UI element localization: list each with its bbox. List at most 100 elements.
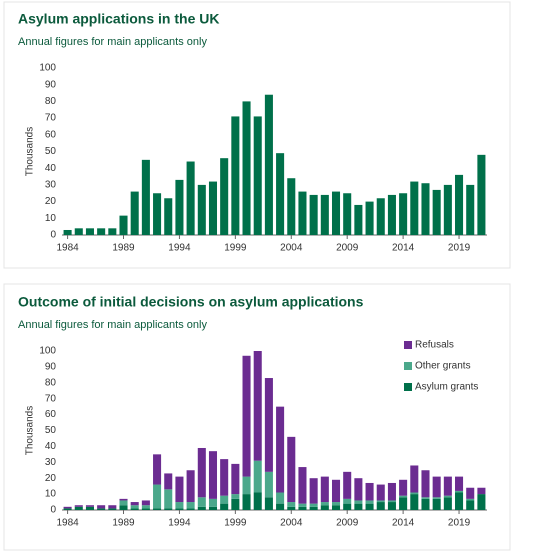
bar-segment <box>376 484 385 501</box>
bar-segment <box>119 500 128 506</box>
bar-segment <box>466 500 475 510</box>
y-tick-label: 40 <box>45 441 57 452</box>
x-tick-label: 1989 <box>112 518 135 529</box>
bar <box>387 194 396 235</box>
bar-segment <box>354 478 363 501</box>
y-tick-label: 10 <box>45 489 57 500</box>
bar-segment <box>264 378 273 472</box>
y-tick-label: 90 <box>45 362 57 373</box>
bar-segment <box>443 497 452 510</box>
bar-segment <box>242 476 251 495</box>
bar-segment <box>354 503 363 510</box>
bar <box>432 189 441 235</box>
bar-segment <box>365 500 374 504</box>
bar-segment <box>287 502 296 507</box>
bar-segment <box>365 482 374 501</box>
bar-segment <box>455 490 464 493</box>
bar-segment <box>432 498 441 510</box>
bar <box>455 174 464 235</box>
bar-segment <box>443 476 452 496</box>
bar-segment <box>298 506 307 510</box>
bar-segment <box>320 505 329 510</box>
bar-segment <box>421 470 430 498</box>
bar-segment <box>208 506 218 510</box>
bar-segment <box>343 503 352 510</box>
y-tick-label: 50 <box>45 146 57 157</box>
y-tick-label: 80 <box>45 96 57 107</box>
bar-segment <box>387 502 396 510</box>
bar-segment <box>253 351 262 461</box>
bar-segment <box>153 484 162 509</box>
bar-segment <box>130 502 139 506</box>
y-tick-label: 20 <box>45 473 57 484</box>
bar-segment <box>276 406 285 493</box>
bar <box>298 191 307 235</box>
bar <box>130 191 139 235</box>
y-axis-label: Thousands <box>25 406 36 455</box>
bar-segment <box>63 508 72 510</box>
bar-segment <box>197 447 206 498</box>
x-tick-label: 2014 <box>392 518 415 529</box>
bar-segment <box>175 508 184 510</box>
bar <box>253 116 262 235</box>
bar-segment <box>74 506 83 510</box>
bar-segment <box>331 505 341 510</box>
bar-segment <box>85 506 94 510</box>
bar-segment <box>443 495 452 498</box>
bar-segment <box>220 503 229 510</box>
y-tick-label: 60 <box>45 129 57 140</box>
y-tick-label: 50 <box>45 425 57 436</box>
chart-subtitle: Annual figures for main applicants only <box>18 36 207 48</box>
bar <box>85 228 94 235</box>
bar-segment <box>466 498 475 501</box>
bar-segment <box>164 473 173 490</box>
legend-label: Asylum grants <box>415 382 478 393</box>
bar-segment <box>387 500 396 503</box>
bar <box>231 116 240 235</box>
y-tick-label: 70 <box>45 393 57 404</box>
bar <box>477 154 486 235</box>
chart-subtitle: Annual figures for main applicants only <box>18 319 207 331</box>
bar <box>287 178 296 235</box>
x-tick-label: 2009 <box>336 518 359 529</box>
bar-segment <box>231 494 240 499</box>
bar-segment <box>320 476 329 503</box>
bar-segment <box>141 505 150 509</box>
bar-segment <box>130 508 139 510</box>
bar-segment <box>197 497 206 507</box>
x-tick-label: 1989 <box>112 243 135 254</box>
bar-segment <box>365 503 374 510</box>
bar-segment <box>276 492 285 504</box>
bar-segment <box>298 503 307 507</box>
bar-segment <box>421 498 430 510</box>
chart-title: Asylum applications in the UK <box>18 11 219 27</box>
y-tick-label: 10 <box>45 213 57 224</box>
bar-segment <box>410 492 419 495</box>
bar-segment <box>153 454 162 485</box>
bar-segment <box>298 467 307 504</box>
x-tick-label: 2004 <box>280 518 303 529</box>
bar-segment <box>421 497 430 499</box>
bar-segment <box>466 487 475 499</box>
bar-segment <box>287 436 296 503</box>
y-tick-label: 100 <box>39 63 56 74</box>
bar-segment <box>399 479 408 496</box>
y-tick-label: 30 <box>45 180 57 191</box>
bar-segment <box>432 497 441 499</box>
bar-segment <box>331 502 341 506</box>
bar-segment <box>410 494 419 510</box>
bar-segment <box>354 500 363 504</box>
bar-segment <box>186 470 195 503</box>
x-tick-label: 2014 <box>392 243 415 254</box>
bar <box>141 159 150 235</box>
bar-segment <box>376 502 385 510</box>
bar <box>97 228 106 235</box>
bar <box>186 161 195 235</box>
y-tick-label: 100 <box>39 346 56 357</box>
y-tick-label: 60 <box>45 409 57 420</box>
bar <box>153 193 162 235</box>
x-tick-label: 2009 <box>336 243 359 254</box>
bar-segment <box>119 505 128 510</box>
y-tick-label: 40 <box>45 163 57 174</box>
